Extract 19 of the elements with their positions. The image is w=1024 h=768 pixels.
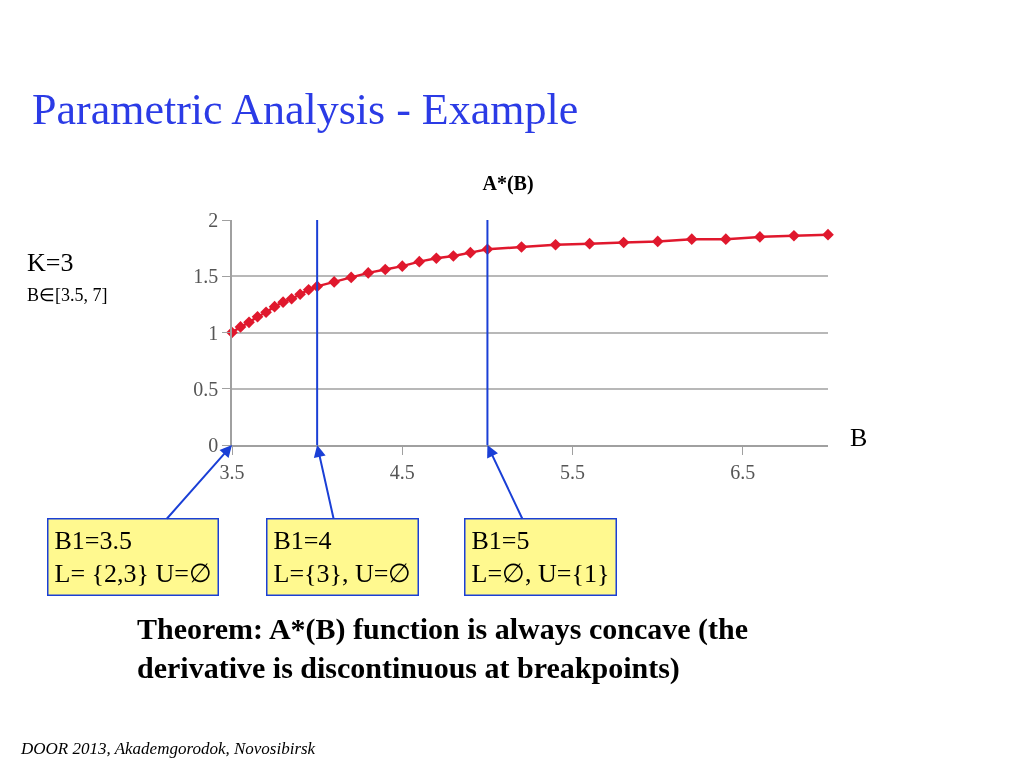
- x-tick-label: 6.5: [730, 460, 756, 483]
- y-tick-label: 0.5: [193, 377, 219, 400]
- text: K=3: [27, 248, 74, 277]
- y-tick-label: 1.5: [193, 265, 219, 288]
- x-tick-label: 5.5: [560, 460, 586, 483]
- text: Theorem: A*(B) function is always concave (the derivative is discontinuous at breakpoints): [137, 612, 749, 685]
- text: DOOR 2013, Akademgorodok, Novosibirsk: [20, 739, 316, 758]
- annotation: B1=4 L={3}, U=∅: [273, 525, 412, 589]
- text: B∈[3.5, 7]: [27, 285, 108, 305]
- x-axis-title: B: [850, 423, 868, 452]
- y-tick-label: 1: [208, 321, 219, 344]
- y-tick-label: 2: [208, 209, 219, 231]
- text: Parametric Analysis - Example: [32, 85, 579, 134]
- x-tick-label: 3.5: [219, 460, 245, 483]
- annotation: B1=5 L=∅, U={1}: [471, 525, 610, 589]
- chart-title: A*(B): [482, 172, 534, 195]
- x-tick-label: 4.5: [389, 460, 415, 483]
- text: B1=3.5 L= {2,3} U=∅: [54, 525, 212, 589]
- y-tick-label: 0: [208, 434, 219, 456]
